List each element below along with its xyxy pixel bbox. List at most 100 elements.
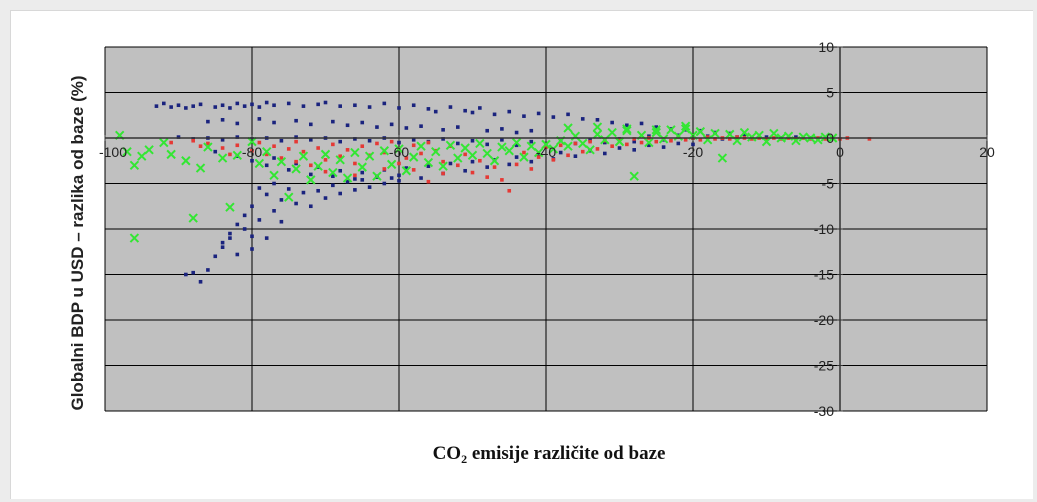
data-point (485, 175, 489, 179)
data-point (470, 159, 475, 164)
data-point (257, 105, 262, 109)
data-point (367, 138, 372, 143)
data-point (735, 135, 739, 139)
data-point (522, 114, 526, 118)
y-tick-label: -25 (814, 358, 834, 374)
data-point (629, 171, 639, 181)
data-point (353, 188, 357, 192)
data-point (639, 140, 644, 145)
data-point (544, 145, 548, 149)
series-1 (154, 100, 813, 284)
data-point (669, 138, 673, 143)
data-point (702, 135, 713, 145)
data-point (338, 139, 342, 144)
data-point (673, 131, 684, 141)
data-point (372, 171, 382, 181)
data-point (294, 139, 298, 144)
data-point (408, 152, 419, 162)
data-point (176, 103, 181, 108)
data-point (357, 162, 367, 172)
data-point (823, 137, 828, 141)
data-point (739, 127, 750, 138)
data-point (250, 158, 254, 163)
data-point (323, 196, 328, 200)
data-point (536, 153, 541, 158)
y-tick-label: 0 (826, 130, 834, 146)
data-point (228, 236, 232, 240)
data-point (338, 191, 342, 196)
data-point (345, 123, 350, 128)
data-point (566, 153, 570, 158)
data-point (603, 140, 607, 145)
data-point (309, 138, 313, 142)
x-tick-label: -40 (536, 144, 556, 160)
data-point (441, 128, 445, 132)
data-point (379, 146, 390, 156)
data-point (651, 127, 661, 138)
x-tick-label: 20 (979, 144, 995, 160)
data-point (411, 138, 416, 142)
data-point (820, 132, 831, 142)
data-point (794, 137, 798, 141)
data-point (463, 168, 467, 173)
data-point (350, 147, 360, 158)
data-point (529, 128, 534, 133)
data-point (257, 117, 262, 121)
data-point (622, 126, 632, 136)
data-point (345, 179, 350, 184)
data-point (522, 150, 526, 155)
data-point (607, 127, 617, 138)
data-point (389, 122, 394, 127)
data-point (184, 272, 188, 277)
data-point (585, 145, 595, 155)
data-point (541, 139, 551, 150)
data-point (475, 138, 485, 149)
data-point (257, 140, 262, 145)
data-point (529, 167, 534, 171)
data-point (600, 135, 610, 145)
data-point (137, 151, 147, 161)
data-point (298, 151, 309, 161)
data-point (529, 159, 534, 164)
data-point (507, 188, 512, 193)
data-point (316, 146, 320, 150)
data-point (761, 136, 772, 147)
data-point (360, 170, 365, 175)
data-point (456, 125, 460, 129)
data-point (683, 138, 688, 142)
data-point (411, 143, 416, 148)
data-point (313, 161, 323, 171)
data-point (250, 102, 254, 107)
data-point (264, 100, 269, 105)
data-point (235, 143, 240, 148)
data-point (286, 168, 291, 172)
data-point (676, 141, 681, 146)
data-point (460, 143, 470, 153)
data-point (794, 135, 798, 139)
data-point (301, 149, 306, 154)
data-point (485, 165, 489, 169)
data-point (404, 166, 409, 170)
data-point (573, 154, 578, 158)
data-point (647, 143, 651, 148)
data-point (272, 209, 276, 213)
data-point (264, 163, 269, 168)
data-point (595, 118, 600, 122)
scatter-chart: -100 -80 -60 -40 -20 0 201050-5-10-15-20-25-30… (68, 39, 995, 466)
data-point (291, 164, 301, 174)
data-point (188, 213, 198, 223)
data-point (404, 156, 409, 160)
data-point (404, 126, 409, 130)
data-point (441, 159, 445, 164)
data-point (397, 140, 401, 145)
data-point (453, 153, 463, 163)
data-point (247, 136, 257, 147)
data-point (654, 125, 659, 129)
data-point (798, 132, 808, 142)
data-point (353, 177, 357, 181)
data-point (595, 147, 600, 151)
data-point (360, 120, 365, 125)
data-point (514, 143, 519, 148)
data-point (166, 149, 176, 160)
data-point (514, 155, 519, 159)
